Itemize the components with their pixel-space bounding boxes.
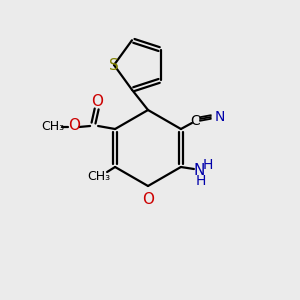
Text: CH₃: CH₃ <box>41 121 65 134</box>
Text: O: O <box>142 192 154 207</box>
Text: N: N <box>215 110 225 124</box>
Text: O: O <box>91 94 103 109</box>
Text: H: H <box>196 174 206 188</box>
Text: CH₃: CH₃ <box>88 170 111 184</box>
Text: O: O <box>68 118 80 134</box>
Text: S: S <box>109 58 119 73</box>
Text: H: H <box>203 158 213 172</box>
Text: C: C <box>190 114 200 128</box>
Text: N: N <box>193 163 205 178</box>
